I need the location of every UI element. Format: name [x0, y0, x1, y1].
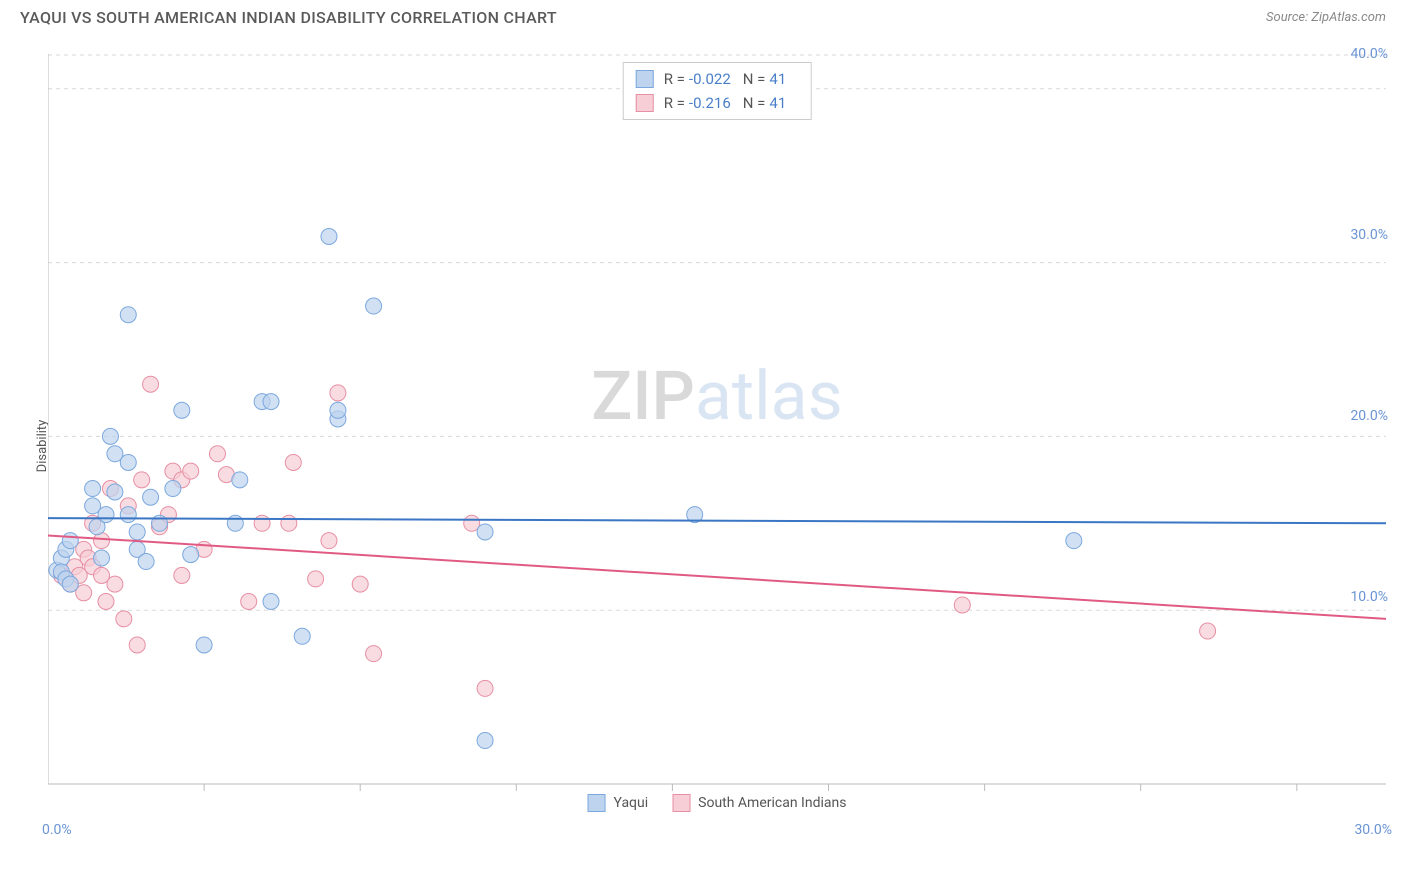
r-label-1: R = — [664, 94, 685, 112]
legend-series-item-0: Yaqui — [588, 794, 649, 812]
r-label-0: R = — [664, 70, 685, 88]
chart-svg — [48, 54, 1386, 814]
legend-stats-swatch-0 — [636, 70, 654, 88]
legend-series-swatch-0 — [588, 794, 606, 812]
legend-series-label-0: Yaqui — [614, 795, 649, 811]
n-label-0: N = — [743, 70, 766, 88]
r-val-1: -0.216 — [689, 94, 731, 112]
xtick-30: 30.0% — [1354, 822, 1392, 838]
legend-series-swatch-1 — [672, 794, 690, 812]
xtick-0: 0.0% — [42, 822, 72, 838]
legend-stats-swatch-1 — [636, 94, 654, 112]
chart-source: Source: ZipAtlas.com — [1266, 10, 1386, 25]
legend-series-label-1: South American Indians — [698, 795, 846, 811]
ytick-10: 10.0% — [1350, 589, 1388, 605]
chart-title: YAQUI VS SOUTH AMERICAN INDIAN DISABILIT… — [20, 8, 557, 27]
ytick-30: 30.0% — [1350, 227, 1388, 243]
ytick-20: 20.0% — [1350, 408, 1388, 424]
chart-area: ZIPatlas R =-0.022N =41 R =-0.216N =41 1… — [48, 54, 1386, 814]
n-val-1: 41 — [769, 94, 786, 112]
r-val-0: -0.022 — [689, 70, 731, 88]
n-label-1: N = — [743, 94, 766, 112]
legend-series: Yaqui South American Indians — [588, 794, 847, 812]
n-val-0: 41 — [769, 70, 786, 88]
legend-stats-row-0: R =-0.022 N =41 — [636, 67, 799, 91]
legend-stats-row-1: R =-0.216 N =41 — [636, 91, 799, 115]
legend-stats: R =-0.022 N =41 R =-0.216 N =41 — [623, 62, 812, 120]
ytick-40: 40.0% — [1350, 46, 1388, 62]
legend-series-item-1: South American Indians — [672, 794, 846, 812]
